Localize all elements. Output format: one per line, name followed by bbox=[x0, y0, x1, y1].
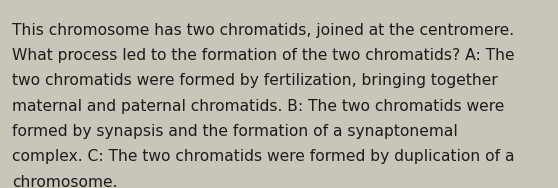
Text: This chromosome has two chromatids, joined at the centromere.: This chromosome has two chromatids, join… bbox=[12, 23, 514, 38]
Text: chromosome.: chromosome. bbox=[12, 175, 118, 188]
Text: formed by synapsis and the formation of a synaptonemal: formed by synapsis and the formation of … bbox=[12, 124, 458, 139]
Text: complex. C: The two chromatids were formed by duplication of a: complex. C: The two chromatids were form… bbox=[12, 149, 515, 164]
Text: maternal and paternal chromatids. B: The two chromatids were: maternal and paternal chromatids. B: The… bbox=[12, 99, 504, 114]
Text: two chromatids were formed by fertilization, bringing together: two chromatids were formed by fertilizat… bbox=[12, 73, 498, 88]
Text: What process led to the formation of the two chromatids? A: The: What process led to the formation of the… bbox=[12, 48, 515, 63]
